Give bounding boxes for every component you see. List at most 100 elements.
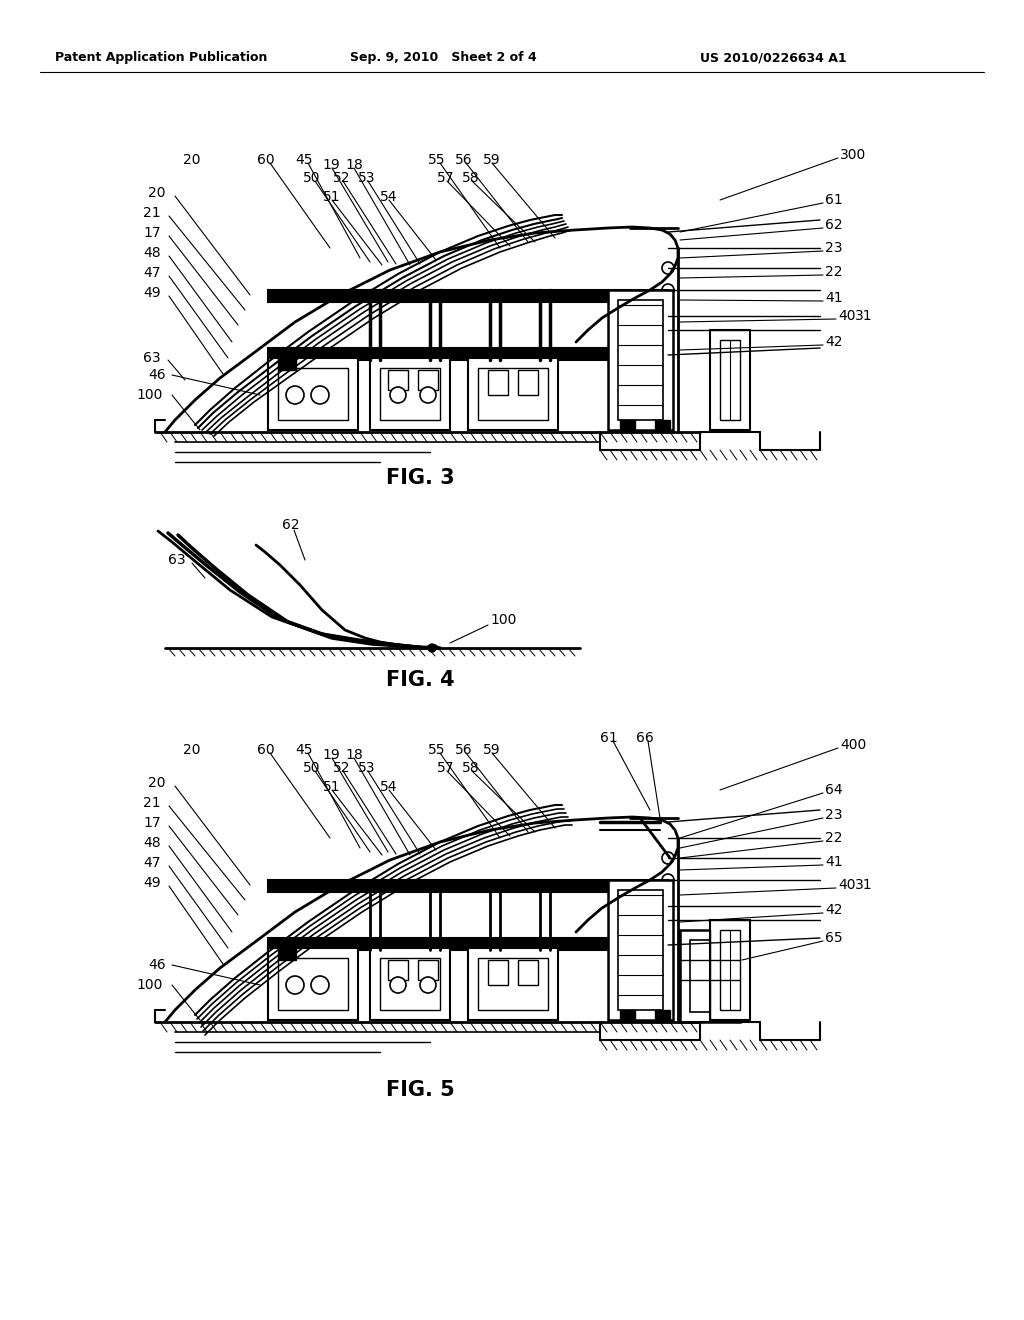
Text: 59: 59 bbox=[483, 153, 501, 168]
Text: 64: 64 bbox=[825, 783, 843, 797]
Text: 31: 31 bbox=[855, 309, 872, 323]
Text: Sep. 9, 2010   Sheet 2 of 4: Sep. 9, 2010 Sheet 2 of 4 bbox=[350, 51, 537, 65]
Circle shape bbox=[662, 851, 674, 865]
Text: 100: 100 bbox=[136, 388, 163, 403]
Text: 41: 41 bbox=[825, 855, 843, 869]
Text: 61: 61 bbox=[825, 193, 843, 207]
Bar bbox=[618, 890, 663, 1010]
Text: 52: 52 bbox=[333, 762, 350, 775]
Text: 18: 18 bbox=[345, 748, 362, 762]
Text: 53: 53 bbox=[358, 762, 376, 775]
Text: 19: 19 bbox=[322, 158, 340, 172]
Text: 47: 47 bbox=[143, 855, 161, 870]
Text: 46: 46 bbox=[148, 368, 166, 381]
Text: 50: 50 bbox=[303, 762, 321, 775]
Text: 20: 20 bbox=[148, 776, 166, 789]
Text: 63: 63 bbox=[168, 553, 185, 568]
Bar bbox=[370, 358, 450, 430]
Text: 60: 60 bbox=[257, 743, 274, 756]
Text: 46: 46 bbox=[148, 958, 166, 972]
Bar bbox=[380, 958, 440, 1010]
Text: 49: 49 bbox=[143, 876, 161, 890]
Text: 45: 45 bbox=[295, 743, 312, 756]
Text: 52: 52 bbox=[333, 172, 350, 185]
Circle shape bbox=[420, 977, 436, 993]
Bar bbox=[268, 948, 358, 1020]
Text: 17: 17 bbox=[143, 816, 161, 830]
Text: FIG. 4: FIG. 4 bbox=[386, 671, 455, 690]
Bar bbox=[268, 358, 358, 430]
Bar bbox=[608, 880, 673, 1020]
Text: 56: 56 bbox=[455, 153, 473, 168]
Bar bbox=[418, 960, 438, 979]
Text: 21: 21 bbox=[143, 796, 161, 810]
Text: 60: 60 bbox=[257, 153, 274, 168]
Text: 50: 50 bbox=[303, 172, 321, 185]
Circle shape bbox=[390, 977, 406, 993]
Bar bbox=[278, 958, 348, 1010]
Text: 23: 23 bbox=[825, 242, 843, 255]
Text: FIG. 5: FIG. 5 bbox=[386, 1080, 455, 1100]
Bar bbox=[518, 960, 538, 985]
Circle shape bbox=[428, 644, 436, 652]
Bar bbox=[618, 300, 663, 420]
Text: 54: 54 bbox=[380, 190, 397, 205]
Circle shape bbox=[662, 284, 674, 296]
Text: 48: 48 bbox=[143, 836, 161, 850]
Bar bbox=[620, 420, 635, 432]
Bar bbox=[268, 348, 668, 360]
Text: 40: 40 bbox=[838, 309, 855, 323]
Text: 18: 18 bbox=[345, 158, 362, 172]
Bar bbox=[608, 290, 673, 430]
Bar bbox=[468, 358, 558, 430]
Text: 100: 100 bbox=[490, 612, 516, 627]
Text: 61: 61 bbox=[600, 731, 617, 744]
Bar bbox=[518, 370, 538, 395]
Bar bbox=[620, 1010, 635, 1022]
Text: 66: 66 bbox=[636, 731, 653, 744]
Text: 58: 58 bbox=[462, 762, 479, 775]
Circle shape bbox=[286, 385, 304, 404]
Bar bbox=[268, 939, 668, 950]
Text: 100: 100 bbox=[136, 978, 163, 993]
Text: 40: 40 bbox=[838, 878, 855, 892]
Bar bbox=[278, 368, 348, 420]
Bar bbox=[710, 330, 750, 430]
Bar bbox=[388, 370, 408, 389]
Text: 57: 57 bbox=[437, 172, 455, 185]
Bar bbox=[720, 931, 740, 1010]
Text: 19: 19 bbox=[322, 748, 340, 762]
Text: 57: 57 bbox=[437, 762, 455, 775]
Bar bbox=[488, 370, 508, 395]
Text: 55: 55 bbox=[428, 153, 445, 168]
Circle shape bbox=[662, 874, 674, 886]
Text: 400: 400 bbox=[840, 738, 866, 752]
Bar bbox=[478, 958, 548, 1010]
Text: 42: 42 bbox=[825, 335, 843, 348]
Circle shape bbox=[286, 975, 304, 994]
Text: 21: 21 bbox=[143, 206, 161, 220]
Text: 22: 22 bbox=[825, 265, 843, 279]
Circle shape bbox=[311, 975, 329, 994]
Text: 20: 20 bbox=[183, 743, 201, 756]
Text: 51: 51 bbox=[323, 190, 341, 205]
Text: 58: 58 bbox=[462, 172, 479, 185]
Text: 42: 42 bbox=[825, 903, 843, 917]
Text: 23: 23 bbox=[825, 808, 843, 822]
Text: 31: 31 bbox=[855, 878, 872, 892]
Text: 48: 48 bbox=[143, 246, 161, 260]
Bar bbox=[418, 370, 438, 389]
Bar bbox=[655, 1010, 670, 1022]
Text: 54: 54 bbox=[380, 780, 397, 795]
Text: 41: 41 bbox=[825, 290, 843, 305]
Bar bbox=[478, 368, 548, 420]
Bar bbox=[370, 948, 450, 1020]
Bar bbox=[380, 368, 440, 420]
Bar bbox=[268, 290, 668, 302]
Bar bbox=[278, 358, 296, 370]
Text: 49: 49 bbox=[143, 286, 161, 300]
Bar bbox=[690, 940, 730, 1012]
Text: 51: 51 bbox=[323, 780, 341, 795]
Text: 63: 63 bbox=[143, 351, 161, 366]
Text: 62: 62 bbox=[282, 517, 300, 532]
